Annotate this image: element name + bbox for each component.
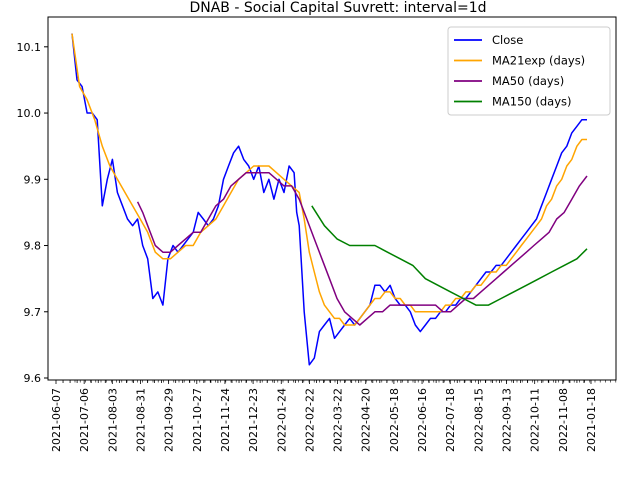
- y-axis: 9.6 9.7 9.8 9.9 10.0 10.1: [17, 41, 48, 385]
- x-tick-label: 2021-07-06: [78, 388, 91, 452]
- chart-title: DNAB - Social Capital Suvrett: interval=…: [189, 0, 486, 16]
- x-tick-label: 2021-06-07: [50, 388, 63, 452]
- x-tick-label: 2021-08-31: [134, 388, 147, 452]
- series-line-ma150-days: [311, 205, 588, 306]
- x-tick-label: 2022-03-22: [332, 388, 345, 452]
- y-tick-label: 10.0: [17, 107, 42, 120]
- y-tick-label: 9.6: [24, 372, 42, 385]
- x-tick-label: 2022-07-18: [444, 388, 457, 452]
- x-tick-label: 2021-08-03: [106, 388, 119, 452]
- x-axis: 2021-06-07 2021-07-06 2021-08-03 2021-08-31…: [50, 380, 617, 452]
- y-tick-label: 9.9: [24, 173, 42, 186]
- y-tick-label: 9.7: [24, 306, 42, 319]
- x-tick-label: 2022-09-13: [501, 388, 514, 452]
- legend-label: MA21exp (days): [492, 54, 585, 68]
- legend-label: MA150 (days): [492, 95, 572, 109]
- x-tick-label: 2021-01-18: [585, 388, 598, 452]
- x-tick-label: 2021-12-23: [247, 388, 260, 452]
- x-tick-label: 2022-10-11: [529, 388, 542, 452]
- x-tick-label: 2022-08-15: [472, 388, 485, 452]
- series-line-ma21exp-days: [71, 33, 587, 326]
- x-tick-label: 2022-04-20: [360, 388, 373, 452]
- x-tick-label: 2021-10-27: [191, 388, 204, 452]
- legend-box: [447, 26, 611, 116]
- series-layer: [71, 33, 588, 366]
- series-line-ma50-days: [136, 171, 588, 326]
- legend-label: Close: [492, 33, 523, 47]
- x-tick-label: 2022-05-18: [388, 388, 401, 452]
- x-tick-label: 2022-01-24: [275, 388, 288, 452]
- x-tick-label: 2022-11-08: [557, 388, 570, 452]
- x-tick-label: 2021-09-29: [163, 388, 176, 452]
- legend-label: MA50 (days): [492, 74, 564, 88]
- x-tick-label: 2021-11-24: [219, 388, 232, 452]
- x-tick-label: 2022-02-22: [303, 388, 316, 452]
- y-tick-label: 10.1: [17, 41, 42, 54]
- x-tick-label: 2022-06-16: [416, 388, 429, 452]
- legend: Close MA21exp (days) MA50 (days) MA150 (day…: [447, 26, 611, 116]
- y-tick-label: 9.8: [24, 240, 42, 253]
